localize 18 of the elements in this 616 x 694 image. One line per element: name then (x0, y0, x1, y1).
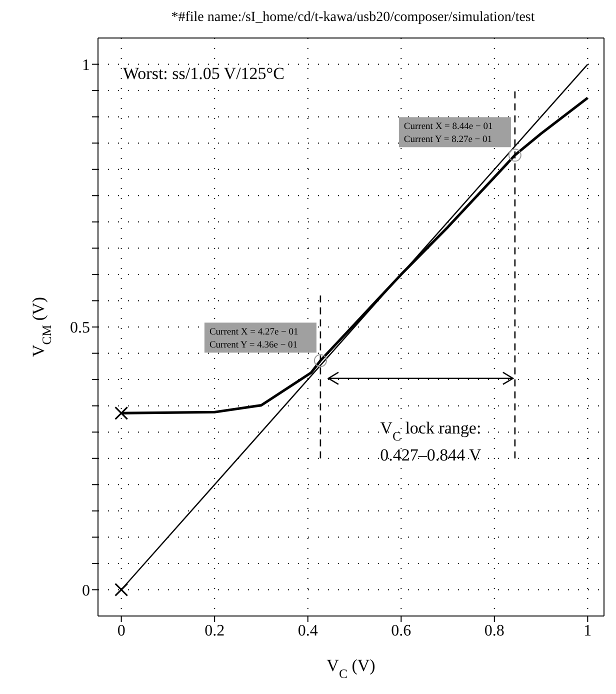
x-tick-label: 0.2 (204, 622, 225, 640)
x-tick-label: 0.6 (391, 622, 412, 640)
y-tick-label: 0.5 (70, 320, 90, 337)
x-tick-label: 0.8 (484, 622, 504, 640)
x-tick-label: 0 (117, 622, 126, 640)
annotation: Current X = 8.44e − 01 (404, 122, 493, 132)
x-tick-label: 1 (584, 622, 592, 640)
annotation: Current Y = 4.36e − 01 (209, 340, 298, 351)
y-tick-label: 1 (82, 56, 90, 74)
annotation: Current X = 4.27e − 01 (209, 328, 299, 338)
annotation: Current Y = 8.27e − 01 (404, 135, 492, 146)
annotation: V$_{C}$ lock range: (380, 418, 482, 444)
chart-title: *#file name:/sI_home/cd/t-kawa/usb20/composer/simulation/test (170, 10, 536, 26)
annotation: Worst: ss/1.05 V/125°C (123, 64, 284, 84)
y-tick-label: 0 (82, 582, 90, 600)
x-axis-title: V$_{C}$ (V) (326, 656, 376, 681)
annotation: 0.427–0.844 V (380, 445, 482, 464)
x-tick-label: 0.4 (298, 622, 318, 640)
